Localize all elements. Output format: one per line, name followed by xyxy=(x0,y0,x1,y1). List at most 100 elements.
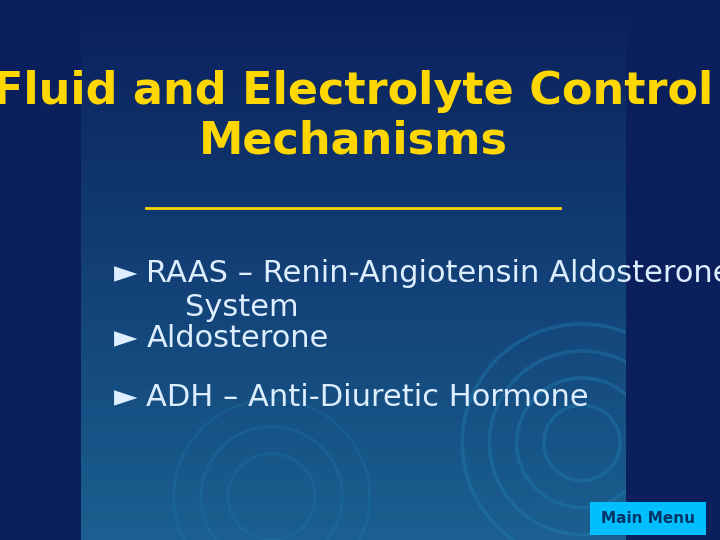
Bar xyxy=(81,97,626,103)
Bar xyxy=(81,356,626,362)
Bar xyxy=(81,259,626,265)
Text: Aldosterone: Aldosterone xyxy=(146,324,329,353)
Bar xyxy=(81,108,626,113)
Bar xyxy=(81,486,626,491)
FancyBboxPatch shape xyxy=(590,502,706,535)
Bar xyxy=(81,65,626,70)
Bar xyxy=(81,205,626,211)
Bar xyxy=(81,340,626,346)
Bar xyxy=(81,243,626,248)
Bar xyxy=(81,265,626,270)
Bar xyxy=(81,308,626,313)
Bar xyxy=(81,270,626,275)
Bar xyxy=(81,146,626,151)
Bar xyxy=(81,81,626,86)
Bar xyxy=(81,459,626,464)
Bar xyxy=(81,373,626,378)
Bar xyxy=(81,470,626,475)
Bar xyxy=(81,43,626,49)
Bar xyxy=(81,443,626,448)
Bar xyxy=(81,151,626,157)
Text: Fluid and Electrolyte Control
Mechanisms: Fluid and Electrolyte Control Mechanisms xyxy=(0,70,714,163)
Bar xyxy=(81,454,626,459)
Bar xyxy=(81,216,626,221)
Bar xyxy=(81,335,626,340)
Bar xyxy=(81,432,626,437)
Bar xyxy=(81,227,626,232)
Bar xyxy=(81,189,626,194)
Bar xyxy=(81,394,626,400)
Bar xyxy=(81,275,626,281)
Bar xyxy=(81,22,626,27)
Bar xyxy=(81,135,626,140)
Bar xyxy=(81,292,626,297)
Bar xyxy=(81,173,626,178)
Bar xyxy=(81,383,626,389)
Bar xyxy=(81,302,626,308)
Text: ►: ► xyxy=(114,324,138,353)
Bar xyxy=(81,232,626,238)
Bar xyxy=(81,437,626,443)
Bar xyxy=(81,297,626,302)
Bar xyxy=(81,427,626,432)
Bar xyxy=(81,502,626,508)
Bar xyxy=(81,194,626,200)
Bar xyxy=(81,38,626,43)
Bar xyxy=(81,32,626,38)
Bar xyxy=(81,200,626,205)
Bar xyxy=(81,497,626,502)
Bar xyxy=(81,389,626,394)
Bar xyxy=(81,524,626,529)
Bar xyxy=(81,54,626,59)
Bar xyxy=(81,475,626,481)
Bar xyxy=(81,351,626,356)
Bar xyxy=(81,124,626,130)
Bar xyxy=(81,0,626,5)
Text: ►: ► xyxy=(114,383,138,413)
Bar xyxy=(81,378,626,383)
Bar xyxy=(81,49,626,54)
Bar xyxy=(81,59,626,65)
Bar xyxy=(81,535,626,540)
Bar xyxy=(81,248,626,254)
Bar xyxy=(81,513,626,518)
Bar xyxy=(81,319,626,324)
Bar xyxy=(81,140,626,146)
Bar xyxy=(81,86,626,92)
Bar xyxy=(81,286,626,292)
Bar xyxy=(81,130,626,135)
Bar xyxy=(81,167,626,173)
Bar xyxy=(81,448,626,454)
Text: ADH – Anti-Diuretic Hormone: ADH – Anti-Diuretic Hormone xyxy=(146,383,589,413)
Bar xyxy=(81,410,626,416)
Bar xyxy=(81,11,626,16)
Bar xyxy=(81,313,626,319)
Bar xyxy=(81,405,626,410)
Text: Main Menu: Main Menu xyxy=(601,511,695,526)
Bar xyxy=(81,367,626,373)
Bar xyxy=(81,238,626,243)
Bar xyxy=(81,362,626,367)
Bar xyxy=(81,464,626,470)
Bar xyxy=(81,119,626,124)
Bar xyxy=(81,178,626,184)
Bar xyxy=(81,70,626,76)
Bar xyxy=(81,481,626,486)
Bar xyxy=(81,421,626,427)
Text: ►: ► xyxy=(114,259,138,288)
Bar xyxy=(81,162,626,167)
Bar xyxy=(81,529,626,535)
Bar xyxy=(81,184,626,189)
Bar xyxy=(81,103,626,108)
Bar xyxy=(81,400,626,405)
Bar xyxy=(81,5,626,11)
Bar xyxy=(81,508,626,513)
Bar xyxy=(81,211,626,216)
Bar xyxy=(81,254,626,259)
Bar xyxy=(81,416,626,421)
Bar xyxy=(81,76,626,81)
Bar xyxy=(81,491,626,497)
Text: RAAS – Renin-Angiotensin Aldosterone
    System: RAAS – Renin-Angiotensin Aldosterone Sys… xyxy=(146,259,720,322)
Bar xyxy=(81,346,626,351)
Bar xyxy=(81,324,626,329)
